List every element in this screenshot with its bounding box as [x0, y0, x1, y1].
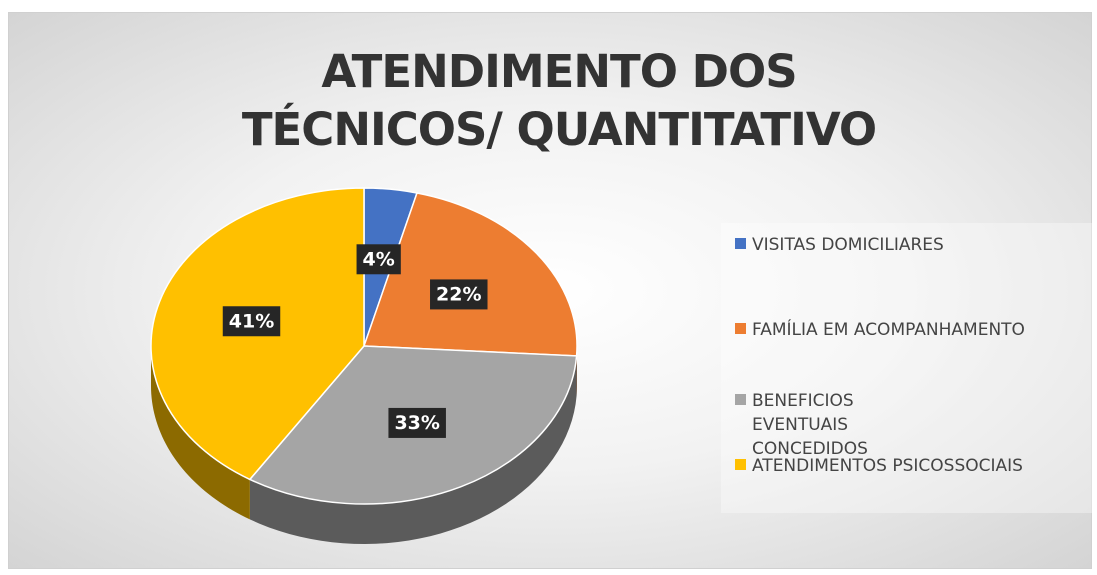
data-label-text: 33%	[394, 412, 439, 434]
legend-swatch	[735, 394, 746, 405]
slice-side	[151, 346, 250, 520]
legend-swatch	[735, 459, 746, 470]
legend-label: BENEFICIOS EVENTUAIS CONCEDIDOS	[752, 391, 868, 459]
legend-label: ATENDIMENTOS PSICOSSOCIAIS	[752, 456, 1023, 476]
slice-side	[249, 355, 577, 544]
chart-title: ATENDIMENTO DOS TÉCNICOS/ QUANTITATIVO	[241, 45, 877, 156]
chart-area: 4% 22% 33% 41% ATENDIMENTO DOS TÉCNICOS/ QU…	[8, 12, 1093, 569]
data-label-box	[430, 279, 488, 310]
data-label-text: 41%	[229, 310, 274, 332]
legend: VISITAS DOMICILIARES FAMÍLIA EM ACOMPANHA…	[721, 223, 1093, 513]
data-label-box	[222, 306, 281, 337]
pie-plot: 4% 22% 33% 41%	[150, 187, 578, 544]
data-label: 4%	[356, 244, 401, 275]
legend-swatch	[735, 238, 746, 249]
data-label: 22%	[430, 279, 488, 310]
data-label-text: 4%	[363, 248, 395, 270]
data-label: 33%	[388, 407, 446, 438]
legend-item: VISITAS DOMICILIARES	[735, 233, 1085, 257]
legend-label: FAMÍLIA EM ACOMPANHAMENTO	[752, 320, 1025, 340]
legend-item: BENEFICIOS EVENTUAIS CONCEDIDOS	[735, 389, 1085, 461]
data-label-text: 22%	[436, 283, 481, 305]
legend-swatch	[735, 323, 746, 334]
legend-label: VISITAS DOMICILIARES	[752, 235, 944, 255]
data-label-box	[388, 407, 446, 438]
legend-item: FAMÍLIA EM ACOMPANHAMENTO	[735, 318, 1085, 342]
data-label-box	[356, 244, 401, 275]
legend-item: ATENDIMENTOS PSICOSSOCIAIS	[735, 454, 1085, 478]
data-label: 41%	[222, 306, 281, 337]
pie-slice	[362, 192, 578, 357]
